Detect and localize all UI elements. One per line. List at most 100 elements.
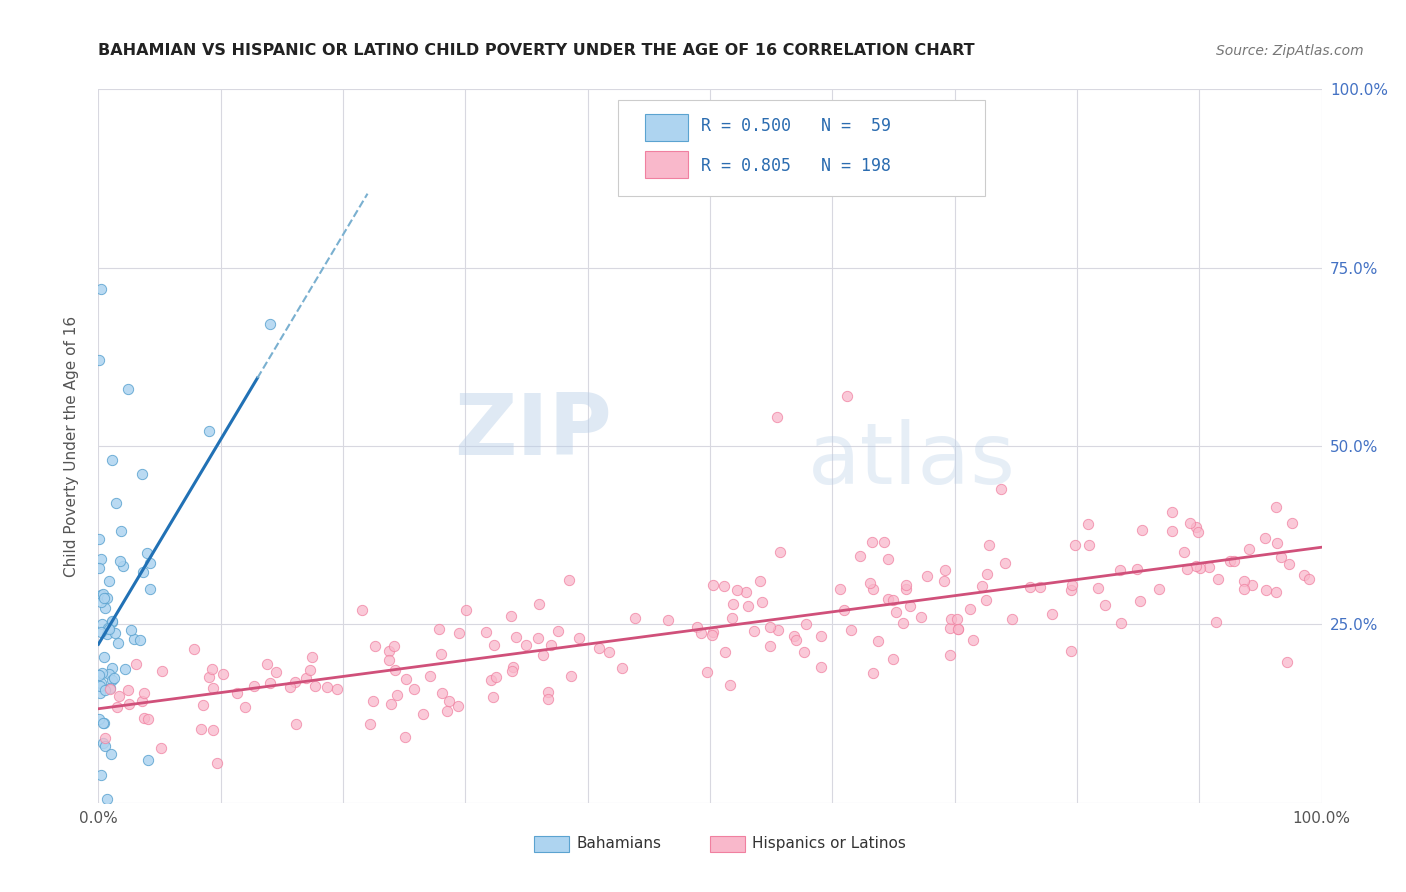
Point xyxy=(976,567,998,582)
Point xyxy=(751,595,773,609)
Point xyxy=(959,601,981,615)
Point xyxy=(118,697,141,711)
Point xyxy=(1173,544,1195,558)
Point xyxy=(1059,583,1081,598)
Point xyxy=(430,648,453,662)
Point xyxy=(437,694,460,708)
Point xyxy=(501,609,523,624)
Point xyxy=(233,699,256,714)
Point xyxy=(894,578,917,592)
Point xyxy=(485,670,508,684)
Point xyxy=(110,553,132,567)
Point xyxy=(1264,584,1286,599)
Point xyxy=(976,593,998,607)
Point xyxy=(1185,520,1208,534)
Point xyxy=(101,673,124,688)
Point xyxy=(794,616,817,631)
Point xyxy=(93,736,115,750)
Point xyxy=(588,640,610,655)
Point xyxy=(1094,598,1116,612)
Point xyxy=(419,669,441,683)
Text: Bahamians: Bahamians xyxy=(576,837,661,851)
Text: ZIP: ZIP xyxy=(454,390,612,474)
Point xyxy=(93,682,115,697)
Point xyxy=(748,574,770,589)
Point xyxy=(868,634,890,648)
Point xyxy=(93,591,115,605)
Point xyxy=(1265,500,1288,514)
Point xyxy=(891,616,914,631)
Point xyxy=(105,700,128,714)
Point xyxy=(1078,538,1101,552)
Point xyxy=(101,453,124,467)
Point xyxy=(915,569,938,583)
Point xyxy=(547,624,569,638)
Point xyxy=(721,597,744,611)
Point xyxy=(558,574,581,588)
Point xyxy=(877,552,900,566)
Text: R = 0.805   N = 198: R = 0.805 N = 198 xyxy=(702,157,891,175)
Point xyxy=(121,624,143,638)
Point xyxy=(294,671,316,685)
Point xyxy=(718,678,741,692)
Point xyxy=(1064,538,1087,552)
Point xyxy=(1233,574,1256,588)
Point xyxy=(1128,594,1150,608)
Point xyxy=(540,638,562,652)
Point xyxy=(98,574,121,588)
Point xyxy=(768,545,790,559)
Point xyxy=(810,629,832,643)
Point xyxy=(860,535,883,549)
Point xyxy=(742,624,765,638)
Point xyxy=(598,645,620,659)
Point xyxy=(131,693,153,707)
Point xyxy=(1184,559,1206,574)
Point xyxy=(447,626,470,640)
Point xyxy=(1205,615,1227,629)
Point xyxy=(207,756,229,770)
Point xyxy=(882,593,904,607)
Point xyxy=(93,650,115,665)
Point xyxy=(93,731,115,745)
Point xyxy=(94,600,117,615)
Point xyxy=(191,698,214,712)
Point xyxy=(243,679,266,693)
Point xyxy=(101,661,124,675)
Point xyxy=(103,671,125,685)
Point xyxy=(810,659,832,673)
Point xyxy=(686,620,709,634)
Point xyxy=(766,623,789,637)
Point xyxy=(98,681,121,696)
Point xyxy=(758,639,780,653)
Point xyxy=(689,626,711,640)
Point xyxy=(202,723,225,737)
Point xyxy=(1029,580,1052,594)
Point xyxy=(264,665,287,680)
Point xyxy=(1223,554,1246,568)
Point xyxy=(139,582,162,596)
Point xyxy=(107,636,129,650)
Point xyxy=(377,652,399,666)
Point xyxy=(226,686,249,700)
Point xyxy=(259,676,281,690)
Point xyxy=(1060,578,1083,592)
Point xyxy=(979,538,1001,552)
Point xyxy=(97,621,120,635)
Point xyxy=(90,588,112,602)
Point xyxy=(136,546,159,560)
Point xyxy=(96,591,118,606)
Point xyxy=(90,665,112,680)
Point xyxy=(990,482,1012,496)
Point xyxy=(946,612,969,626)
Point xyxy=(537,685,560,699)
Point xyxy=(90,676,112,690)
Point xyxy=(568,632,591,646)
Point xyxy=(531,648,554,662)
Point xyxy=(190,722,212,736)
Point xyxy=(352,603,374,617)
Point xyxy=(1019,580,1042,594)
Point xyxy=(1275,655,1298,669)
Point xyxy=(90,282,112,296)
Point xyxy=(714,645,737,659)
Point xyxy=(197,424,219,438)
